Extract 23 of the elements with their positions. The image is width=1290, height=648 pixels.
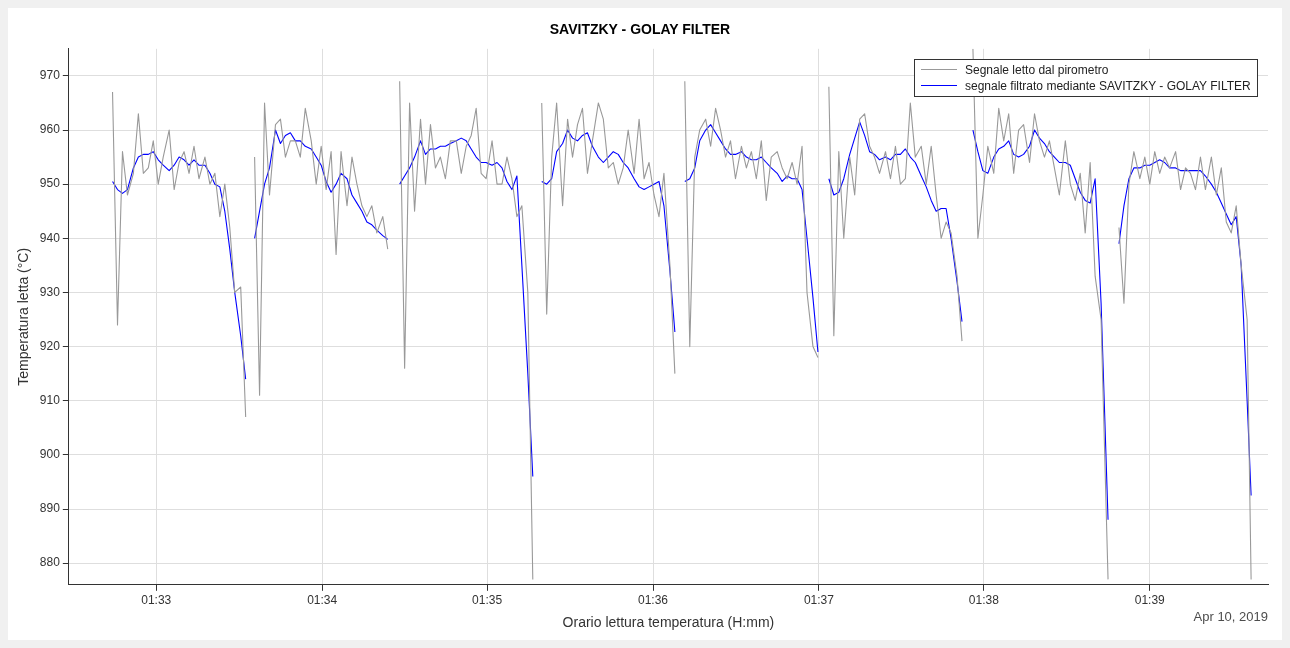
y-tick-label: 960 [39, 122, 61, 137]
x-tick-label: 01:36 [638, 593, 669, 608]
chart-title: SAVITZKY - GOLAY FILTER [549, 21, 731, 38]
y-tick-label: 940 [39, 230, 61, 245]
x-tick-label: 01:39 [1134, 593, 1166, 608]
y-tick-label: 880 [39, 555, 61, 570]
y-tick-label: 890 [39, 501, 61, 516]
y-tick-label: 950 [39, 176, 61, 191]
y-tick-label: 920 [39, 338, 61, 353]
x-axis-title: Orario lettura temperatura (H:mm) [562, 614, 775, 631]
text: Apr 10, 2019 [1193, 608, 1268, 624]
y-axis-title: Temperatura letta (°C) [15, 247, 32, 386]
y-tick-label: 970 [39, 68, 61, 83]
x-tick-label: 01:33 [141, 593, 172, 608]
x-tick-label: 01:34 [307, 593, 338, 608]
y-tick-label: 900 [39, 447, 61, 462]
legend-label: segnale filtrato mediante SAVITZKY - GOLAY FILTER [965, 77, 1251, 94]
legend-label: Segnale letto dal pirometro [965, 61, 1109, 78]
y-tick-label: 910 [39, 393, 61, 408]
x-tick-label: 01:38 [968, 593, 1000, 608]
x-tick-label: 01:37 [803, 593, 835, 608]
x-tick-label: 01:35 [472, 593, 503, 608]
y-tick-label: 930 [39, 284, 61, 299]
